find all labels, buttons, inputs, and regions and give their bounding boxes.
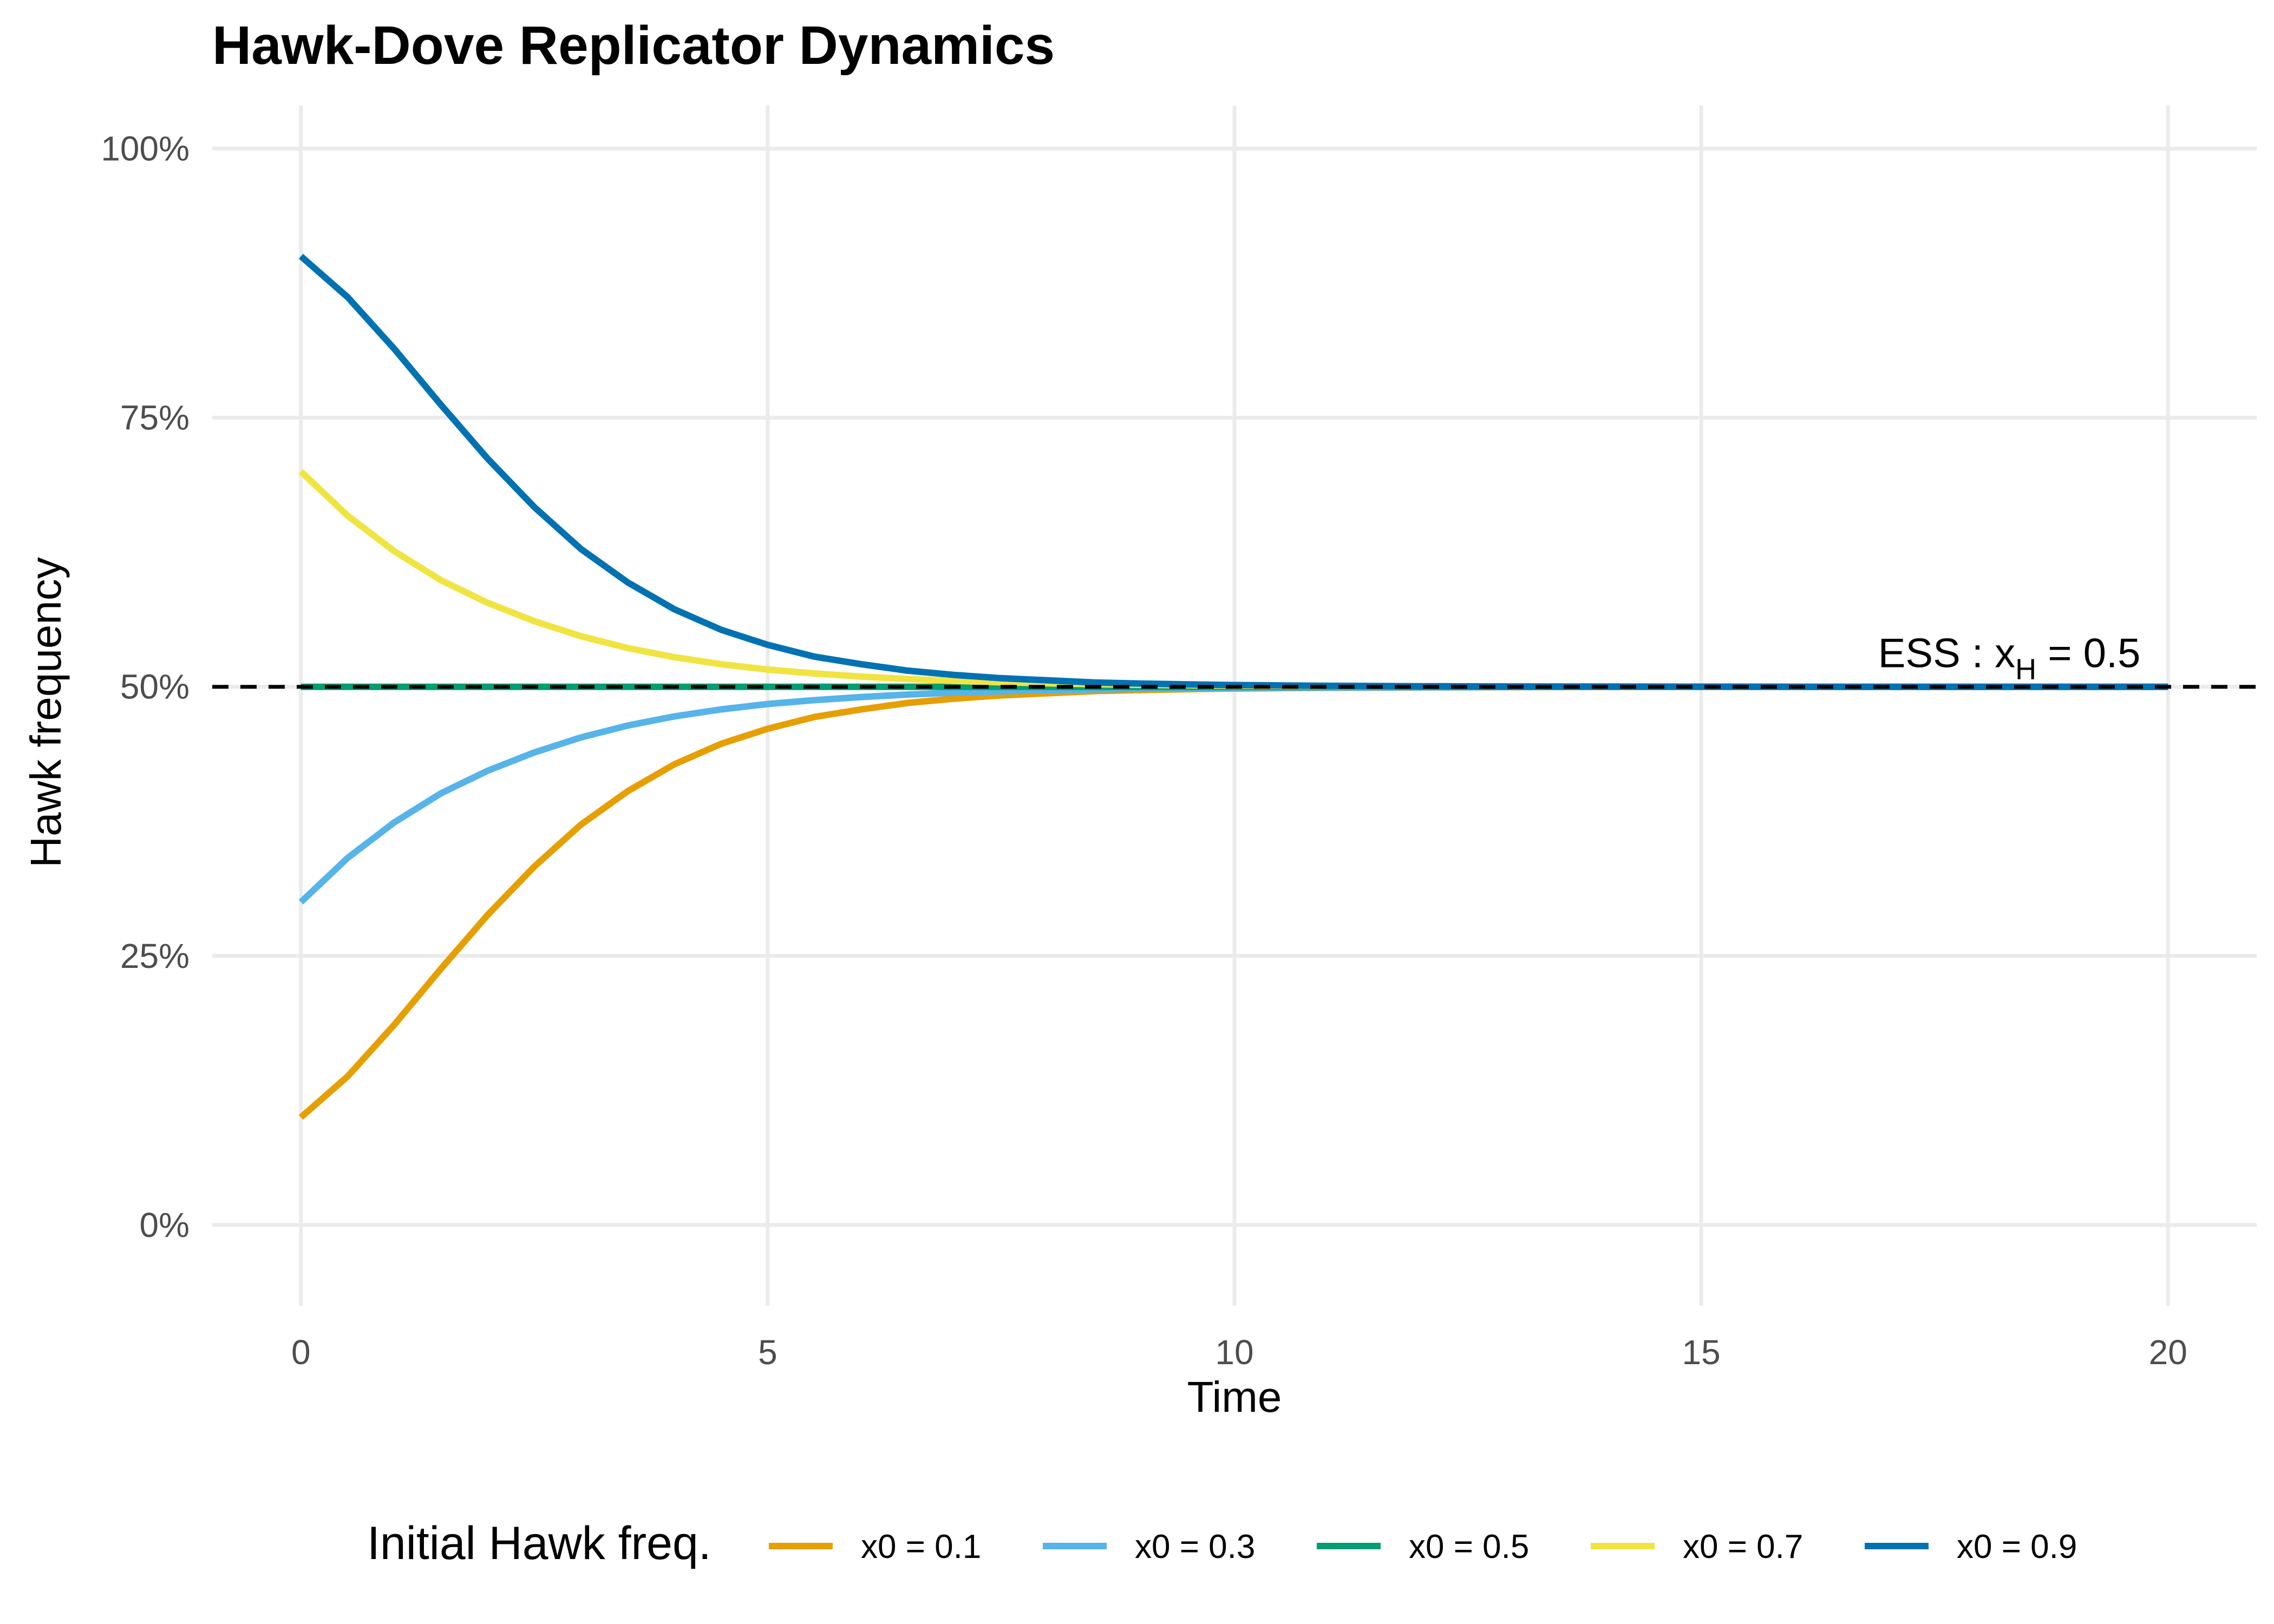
grid: [212, 106, 2257, 1306]
x-tick-label: 0: [291, 1333, 311, 1372]
legend-title: Initial Hawk freq.: [367, 1517, 711, 1569]
y-tick-label: 25%: [120, 937, 190, 975]
x-axis-label: Time: [1187, 1373, 1282, 1421]
x-tick-label: 20: [2149, 1333, 2187, 1372]
legend-label-1: x0 = 0.1: [861, 1528, 981, 1566]
chart-title: Hawk-Dove Replicator Dynamics: [212, 15, 1055, 76]
y-tick-label: 0%: [140, 1206, 190, 1245]
legend: Initial Hawk freq. x0 = 0.1 x0 = 0.3 x0 = …: [367, 1517, 2077, 1569]
y-axis-label: Hawk frequency: [22, 557, 70, 868]
y-tick-label: 100%: [101, 129, 190, 168]
x-tick-label: 5: [758, 1333, 777, 1372]
legend-label-5: x0 = 0.9: [1957, 1528, 2077, 1566]
x-tick-label: 10: [1215, 1333, 1253, 1372]
legend-label-2: x0 = 0.3: [1135, 1528, 1255, 1566]
legend-label-3: x0 = 0.5: [1409, 1528, 1529, 1566]
ess-annotation-suffix: = 0.5: [2036, 631, 2140, 677]
ess-annotation-subscript: H: [2015, 653, 2036, 686]
y-tick-label: 75%: [120, 398, 190, 437]
ess-annotation: ESS : xH = 0.5: [1878, 631, 2141, 686]
legend-label-4: x0 = 0.7: [1683, 1528, 1803, 1566]
y-axis-ticks: 0% 25% 50% 75% 100%: [101, 129, 190, 1245]
series-line-5: [298, 253, 2168, 690]
y-tick-label: 50%: [120, 667, 190, 706]
x-tick-label: 15: [1682, 1333, 1721, 1372]
x-axis-ticks: 0 5 10 15 20: [291, 1333, 2187, 1372]
ess-annotation-prefix: ESS : x: [1878, 631, 2015, 677]
